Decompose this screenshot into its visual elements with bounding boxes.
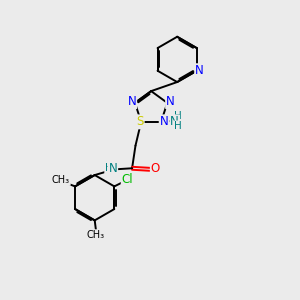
Text: O: O: [151, 163, 160, 176]
Text: H: H: [105, 163, 113, 173]
Text: CH₃: CH₃: [87, 230, 105, 240]
Text: Cl: Cl: [122, 173, 133, 186]
Text: N: N: [109, 162, 117, 175]
Text: H: H: [174, 122, 182, 131]
Text: H: H: [174, 111, 182, 121]
Text: N: N: [166, 95, 175, 108]
Text: S: S: [136, 115, 144, 128]
Text: N: N: [128, 95, 136, 108]
Text: N: N: [160, 115, 168, 128]
Text: N: N: [195, 64, 204, 77]
Text: CH₃: CH₃: [52, 175, 70, 185]
Text: N: N: [170, 115, 179, 128]
